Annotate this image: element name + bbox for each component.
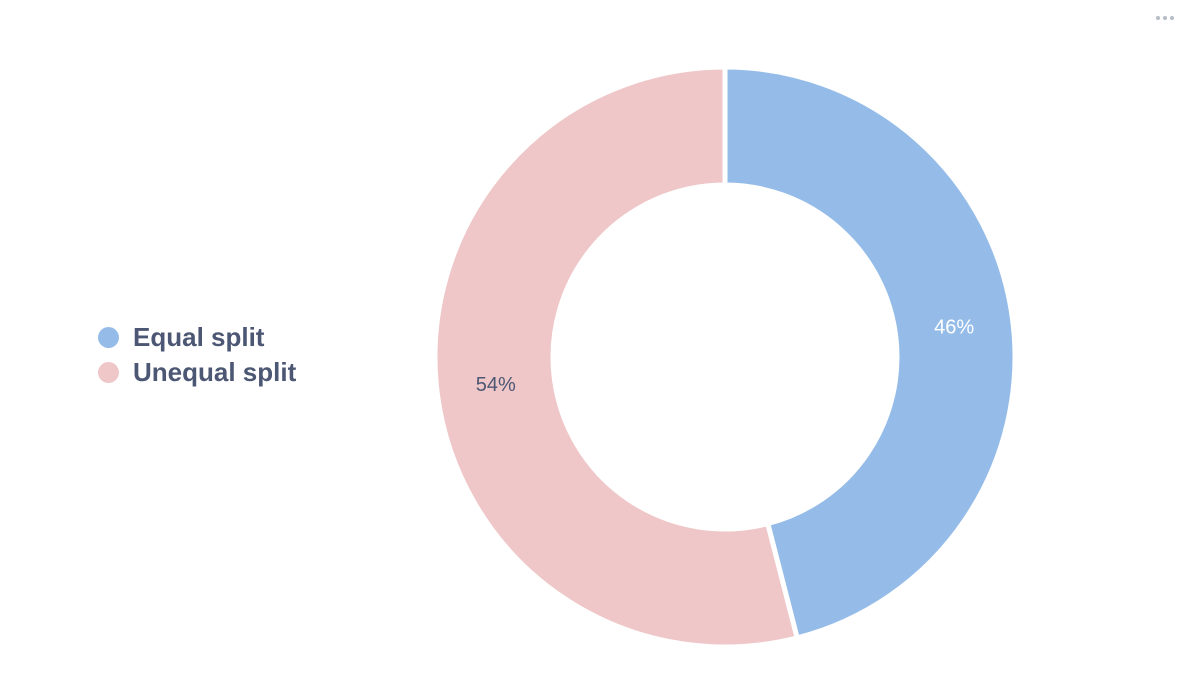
donut-slice-equal-split[interactable] — [722, 64, 1018, 641]
more-options-button[interactable] — [1152, 10, 1178, 26]
more-dot-icon — [1163, 16, 1167, 20]
legend-item-unequal-split[interactable]: Unequal split — [98, 359, 296, 386]
legend-swatch-icon — [98, 327, 119, 348]
donut-slice-unequal-split[interactable] — [432, 64, 801, 650]
slice-value-label: 54% — [476, 374, 516, 396]
slice-value-label: 46% — [934, 316, 974, 338]
chart-legend: Equal split Unequal split — [98, 324, 296, 386]
legend-label: Unequal split — [133, 357, 297, 387]
legend-label: Equal split — [133, 322, 265, 352]
more-dot-icon — [1170, 16, 1174, 20]
more-dot-icon — [1156, 16, 1160, 20]
legend-item-equal-split[interactable]: Equal split — [98, 324, 296, 351]
legend-swatch-icon — [98, 362, 119, 383]
